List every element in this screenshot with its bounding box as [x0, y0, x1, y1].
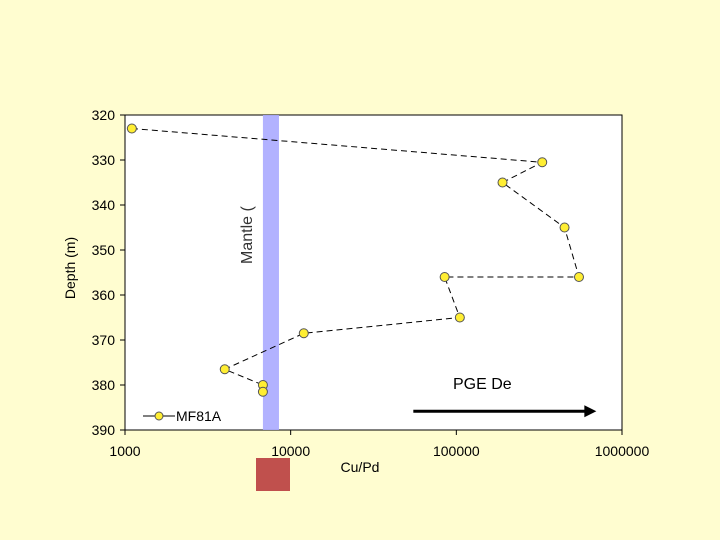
y-tick-label: 390 [92, 422, 116, 438]
y-tick-label: 320 [92, 107, 116, 123]
mantle-band [262, 115, 279, 430]
y-axis-title: Depth (m) [62, 237, 78, 299]
x-axis-title: Cu/Pd [341, 459, 380, 475]
data-point [559, 222, 570, 233]
legend-swatch [256, 458, 290, 491]
plot-area [124, 114, 623, 431]
x-tick-label: 10000 [271, 443, 310, 459]
data-point [454, 312, 465, 323]
x-tick-label: 1000 [109, 443, 140, 459]
y-tick-label: 350 [92, 242, 116, 258]
mantle-band-label: Mantle ( [239, 206, 256, 264]
arrow-head [584, 405, 597, 418]
data-point [219, 364, 230, 375]
y-tick-label: 330 [92, 152, 116, 168]
y-tick-label: 370 [92, 332, 116, 348]
x-tick-label: 100000 [433, 443, 480, 459]
pge-depletion-annotation: PGE De [453, 376, 512, 393]
data-point [126, 123, 137, 134]
pge-depletion-arrow [413, 405, 597, 418]
data-point [537, 157, 548, 168]
y-tick-label: 360 [92, 287, 116, 303]
series-line-mf81a [131, 128, 580, 392]
data-point [573, 272, 584, 282]
y-tick-label: 340 [92, 197, 116, 213]
legend-label-mf81a: MF81A [176, 408, 222, 424]
legend: MF81A [143, 408, 222, 424]
data-point [298, 328, 309, 339]
data-point [497, 177, 508, 188]
data-point [439, 272, 450, 282]
y-tick-label: 380 [92, 377, 116, 393]
x-tick-label: 1000000 [595, 443, 650, 459]
legend-marker [154, 411, 164, 421]
data-point [257, 386, 268, 397]
